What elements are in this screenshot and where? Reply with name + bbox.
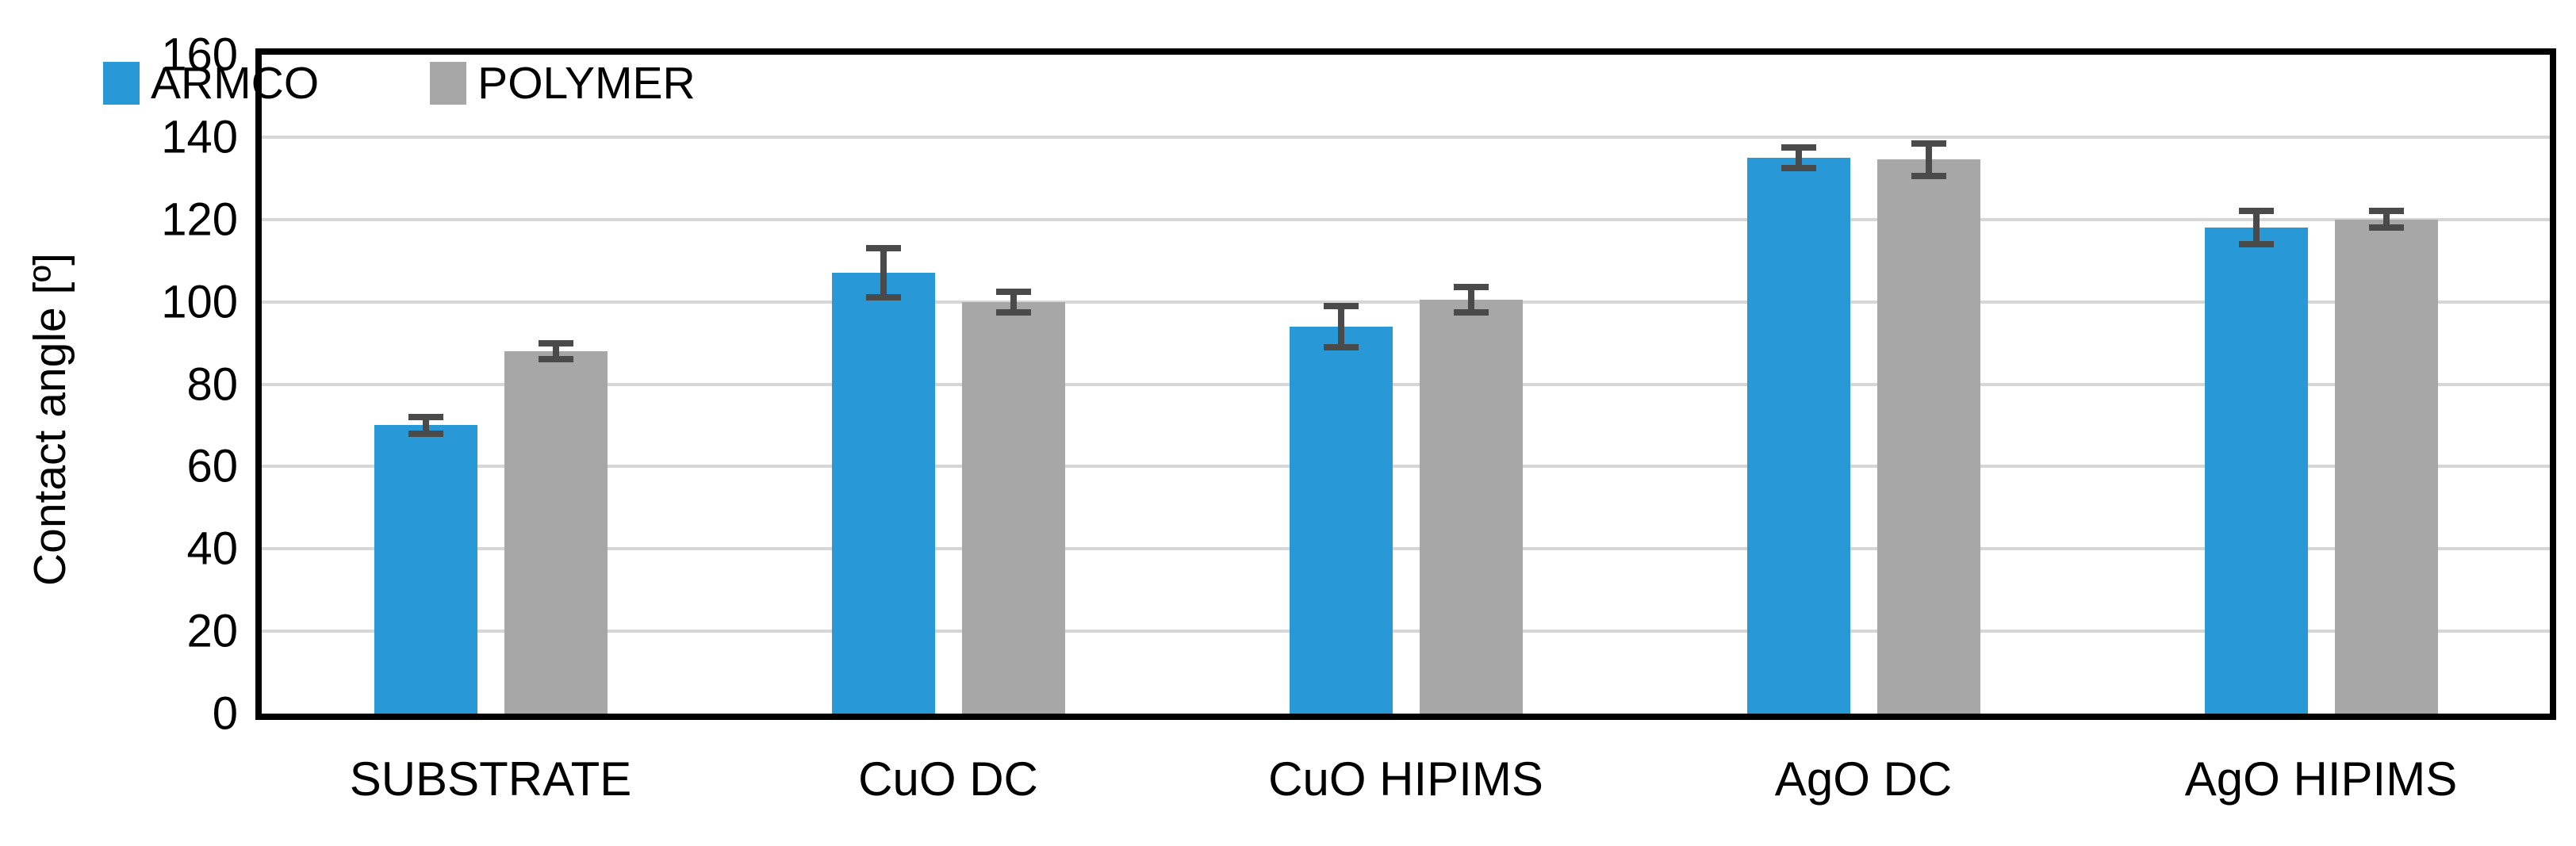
error-bar-cap — [865, 294, 901, 301]
gridline — [262, 135, 2550, 139]
error-bar — [1337, 305, 1344, 347]
y-axis-tick-label: 60 — [186, 440, 238, 492]
gridline — [262, 382, 2550, 386]
error-bar — [1925, 143, 1932, 177]
error-bar-cap — [2238, 208, 2274, 215]
bar-armco — [1289, 326, 1393, 714]
error-bar — [1795, 147, 1802, 168]
error-bar-cap — [1323, 302, 1359, 309]
legend-label: ARMCO — [151, 58, 320, 109]
bar-polymer — [504, 350, 608, 714]
error-bar-cap — [1781, 164, 1816, 171]
error-bar-cap — [1453, 284, 1489, 291]
error-bar-cap — [1453, 308, 1489, 316]
bar-armco — [831, 273, 935, 714]
x-axis-label: CuO DC — [858, 752, 1038, 806]
error-bar — [1467, 287, 1474, 312]
error-bar-cap — [1323, 343, 1359, 350]
y-axis-tick-label: 100 — [161, 276, 238, 328]
error-bar-cap — [538, 339, 573, 346]
error-bar-cap — [1781, 144, 1816, 151]
error-bar-cap — [408, 430, 443, 437]
legend-swatch-polymer — [430, 62, 467, 105]
bar-armco — [1746, 157, 1850, 714]
error-bar — [2382, 211, 2390, 228]
legend-swatch-armco — [103, 62, 140, 105]
legend: ARMCO POLYMER — [103, 57, 696, 109]
error-bar-cap — [2368, 208, 2404, 215]
bar-polymer — [2334, 219, 2438, 714]
x-axis-label: AgO DC — [1774, 752, 1953, 806]
x-axis-label: SUBSTRATE — [349, 752, 632, 806]
gridline — [262, 630, 2550, 634]
gridline — [262, 465, 2550, 469]
error-bar — [880, 248, 887, 298]
legend-item-armco: ARMCO — [103, 57, 319, 109]
y-axis-tick-label: 140 — [161, 111, 238, 163]
error-bar-cap — [2238, 240, 2274, 247]
plot-area — [262, 55, 2550, 714]
error-bar-cap — [1911, 140, 1946, 147]
legend-item-polymer: POLYMER — [430, 57, 696, 109]
y-axis-tick-label: 0 — [212, 687, 238, 740]
error-bar-cap — [865, 245, 901, 252]
error-bar — [552, 343, 559, 360]
error-bar-cap — [995, 288, 1031, 295]
bar-armco — [2204, 228, 2308, 714]
error-bar-cap — [408, 414, 443, 421]
bar-polymer — [1876, 159, 1980, 714]
x-axis-label: CuO HIPIMS — [1268, 752, 1543, 806]
y-axis-tick-label: 160 — [161, 29, 238, 81]
gridline — [262, 217, 2550, 221]
gridline — [262, 547, 2550, 551]
bar-polymer — [961, 301, 1065, 714]
bar-polymer — [1419, 300, 1523, 714]
y-axis-tick-label: 20 — [186, 605, 238, 657]
y-axis-tick-label: 120 — [161, 193, 238, 246]
error-bar-cap — [2368, 224, 2404, 232]
bar-armco — [374, 425, 477, 714]
error-bar-cap — [1911, 173, 1946, 180]
y-axis-tick-label: 80 — [186, 358, 238, 410]
x-axis-label: AgO HIPIMS — [2184, 752, 2458, 806]
error-bar — [422, 417, 429, 434]
error-bar — [1010, 291, 1017, 312]
error-bar-cap — [995, 308, 1031, 316]
error-bar-cap — [538, 356, 573, 363]
error-bar — [2252, 211, 2260, 244]
gridline — [262, 300, 2550, 304]
legend-label: POLYMER — [477, 58, 696, 109]
y-axis-tick-label: 40 — [186, 523, 238, 575]
